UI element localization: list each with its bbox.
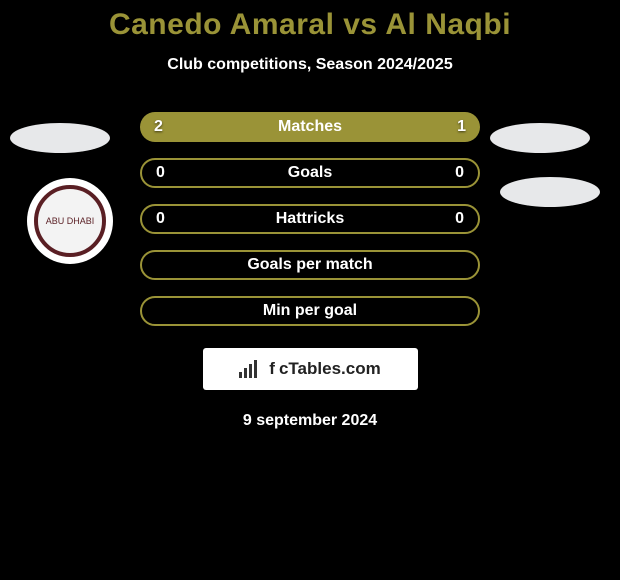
stat-right-value: 1 [457,118,466,136]
stat-left-value: 0 [156,210,165,228]
decorative-blob [490,123,590,153]
stat-row: Goals per match [140,250,480,280]
club-badge-inner: ABU DHABI [34,185,106,257]
subtitle: Club competitions, Season 2024/2025 [0,56,620,74]
date-label: 9 september 2024 [0,412,620,430]
stat-left-value: 2 [154,118,163,136]
brand-f: f [269,359,275,379]
vs-label: vs [343,8,377,41]
stat-row: Min per goal [140,296,480,326]
stat-label: Min per goal [142,302,478,320]
brand-box: fcTables.com [203,348,418,390]
stat-row: 0Goals0 [140,158,480,188]
stat-right-value: 0 [455,210,464,228]
stat-label: Goals per match [142,256,478,274]
stat-left-value: 0 [156,164,165,182]
player1-name: Canedo Amaral [109,8,334,41]
brand-bars-icon [239,360,261,378]
stat-right-value: 0 [455,164,464,182]
stat-label: Matches [140,118,480,136]
stat-label: Goals [142,164,478,182]
decorative-blob [10,123,110,153]
stat-row: 0Hattricks0 [140,204,480,234]
page-title: Canedo Amaral vs Al Naqbi [0,8,620,42]
decorative-blob [500,177,600,207]
stat-row: 2Matches1 [140,112,480,142]
brand-rest: cTables.com [279,359,381,379]
club-badge-text: ABU DHABI [46,216,95,226]
club-badge: ABU DHABI [27,178,113,264]
stat-label: Hattricks [142,210,478,228]
player2-name: Al Naqbi [385,8,511,41]
